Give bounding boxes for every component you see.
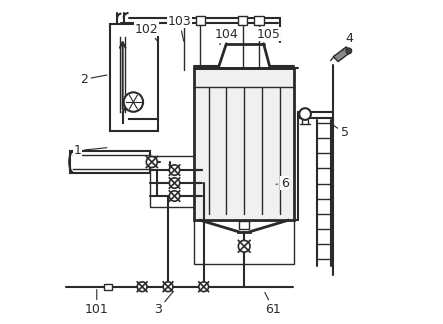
Text: 103: 103 [167, 15, 191, 41]
Text: 5: 5 [332, 125, 349, 139]
Text: 102: 102 [135, 23, 159, 42]
Text: 1: 1 [74, 144, 107, 157]
Bar [195, 16, 205, 25]
Bar [179, 16, 189, 25]
Text: 4: 4 [343, 32, 354, 50]
Bar [104, 284, 112, 290]
Bar [239, 221, 249, 229]
Bar [194, 220, 295, 264]
Circle shape [163, 282, 173, 292]
Circle shape [124, 92, 143, 112]
Bar [238, 16, 248, 25]
Text: 104: 104 [214, 28, 238, 45]
Circle shape [169, 178, 180, 188]
Bar [150, 156, 241, 207]
Text: 2: 2 [80, 73, 107, 86]
Circle shape [199, 282, 209, 292]
Circle shape [169, 165, 180, 175]
Bar [70, 152, 150, 172]
Text: 101: 101 [85, 290, 109, 316]
Circle shape [146, 156, 157, 168]
Bar [110, 24, 158, 131]
Text: 3: 3 [154, 292, 173, 316]
Circle shape [299, 108, 311, 120]
Bar [194, 68, 295, 220]
Polygon shape [333, 47, 351, 62]
Circle shape [137, 282, 147, 292]
Circle shape [238, 240, 250, 252]
Text: 61: 61 [265, 293, 281, 316]
Circle shape [169, 191, 180, 201]
Circle shape [346, 48, 352, 54]
Text: 105: 105 [256, 28, 280, 45]
Bar [254, 16, 264, 25]
Text: 6: 6 [276, 177, 289, 190]
